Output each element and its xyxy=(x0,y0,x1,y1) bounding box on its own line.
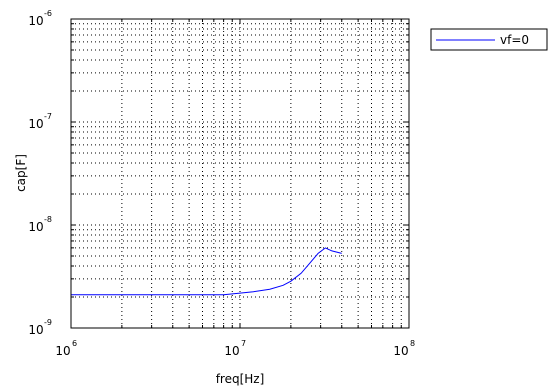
series-layer xyxy=(71,247,342,296)
y-axis-label: cap[F] xyxy=(14,154,28,192)
grid xyxy=(71,19,409,328)
y-tick-label-exponent: -7 xyxy=(44,112,52,121)
x-tick-label: 108 xyxy=(393,339,415,358)
plot-area xyxy=(71,19,409,328)
y-tick-label: 10-6 xyxy=(28,9,52,28)
ticks xyxy=(71,19,409,328)
y-tick-label-base: 10 xyxy=(28,323,43,337)
series-line-vf-0 xyxy=(71,247,342,296)
x-tick-label-exponent: 7 xyxy=(241,339,246,348)
x-axis-label: freq[Hz] xyxy=(216,372,265,386)
legend: vf=0 xyxy=(430,28,548,51)
y-tick-label-base: 10 xyxy=(28,14,43,28)
x-tick-label: 107 xyxy=(224,339,246,358)
y-tick-label: 10-7 xyxy=(28,112,52,131)
x-tick-label: 106 xyxy=(55,339,77,358)
x-tick-label-base: 10 xyxy=(393,344,408,358)
y-tick-label-base: 10 xyxy=(28,117,43,131)
x-tick-label-exponent: 8 xyxy=(410,339,415,348)
x-tick-label-exponent: 6 xyxy=(72,339,77,348)
y-tick-label-exponent: -6 xyxy=(44,9,52,18)
y-tick-label: 10-8 xyxy=(28,215,52,234)
x-tick-label-base: 10 xyxy=(55,344,70,358)
y-tick-label: 10-9 xyxy=(28,318,52,337)
legend-label-vf-0: vf=0 xyxy=(500,33,529,47)
x-tick-label-base: 10 xyxy=(224,344,239,358)
y-tick-label-exponent: -8 xyxy=(44,215,52,224)
y-tick-label-base: 10 xyxy=(28,220,43,234)
y-tick-label-exponent: -9 xyxy=(44,318,52,327)
